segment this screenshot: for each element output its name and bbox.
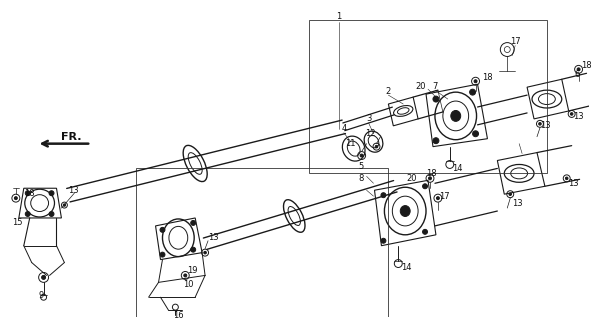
Circle shape [25,212,30,216]
Circle shape [49,191,54,196]
Text: 15: 15 [12,219,22,228]
Text: 17: 17 [439,192,450,201]
Text: 17: 17 [510,37,521,46]
Text: 20: 20 [416,82,426,91]
Circle shape [360,154,363,157]
Circle shape [49,212,54,216]
Circle shape [204,251,206,254]
Text: 13: 13 [68,186,79,195]
Text: 1: 1 [336,12,342,21]
Circle shape [381,238,386,243]
Circle shape [63,204,66,206]
Circle shape [423,229,428,234]
Circle shape [191,220,196,225]
Text: 11: 11 [346,139,356,148]
Circle shape [538,123,541,125]
Circle shape [570,113,573,115]
Text: 12: 12 [365,129,376,138]
Ellipse shape [451,110,461,121]
Text: 18: 18 [581,61,592,70]
Text: 10: 10 [183,280,193,289]
Circle shape [25,191,30,196]
Text: 14: 14 [401,263,412,272]
Circle shape [509,193,512,196]
Circle shape [423,184,428,189]
Text: 13: 13 [573,112,584,121]
Text: 18: 18 [24,189,35,198]
Text: 4: 4 [341,124,346,133]
Text: 8: 8 [358,174,364,183]
Text: 13: 13 [512,199,522,208]
Ellipse shape [400,205,410,216]
Text: 5: 5 [358,162,364,171]
Text: 13: 13 [208,233,218,242]
Text: 6: 6 [574,70,579,79]
Circle shape [565,177,568,180]
Circle shape [42,276,46,279]
Text: 14: 14 [452,164,463,173]
Text: 3: 3 [366,114,371,124]
Circle shape [160,252,165,257]
Circle shape [473,131,479,137]
Circle shape [160,228,165,232]
Text: 19: 19 [187,266,197,275]
Text: 13: 13 [568,179,579,188]
Text: FR.: FR. [61,132,82,142]
Text: 7: 7 [432,82,438,91]
Circle shape [433,138,439,144]
Text: 2: 2 [386,87,391,96]
Circle shape [470,89,476,95]
Text: 18: 18 [426,169,436,178]
Text: 18: 18 [482,73,493,82]
Circle shape [375,145,378,148]
Circle shape [433,96,439,102]
Circle shape [191,247,196,252]
Circle shape [14,197,17,200]
Circle shape [184,274,187,277]
Text: 20: 20 [406,174,416,183]
Text: 16: 16 [173,310,184,320]
Circle shape [381,193,386,198]
Circle shape [429,177,432,180]
Circle shape [577,68,580,71]
Circle shape [436,197,439,200]
Text: 13: 13 [540,121,550,130]
Text: 9: 9 [39,291,44,300]
Circle shape [474,80,477,83]
